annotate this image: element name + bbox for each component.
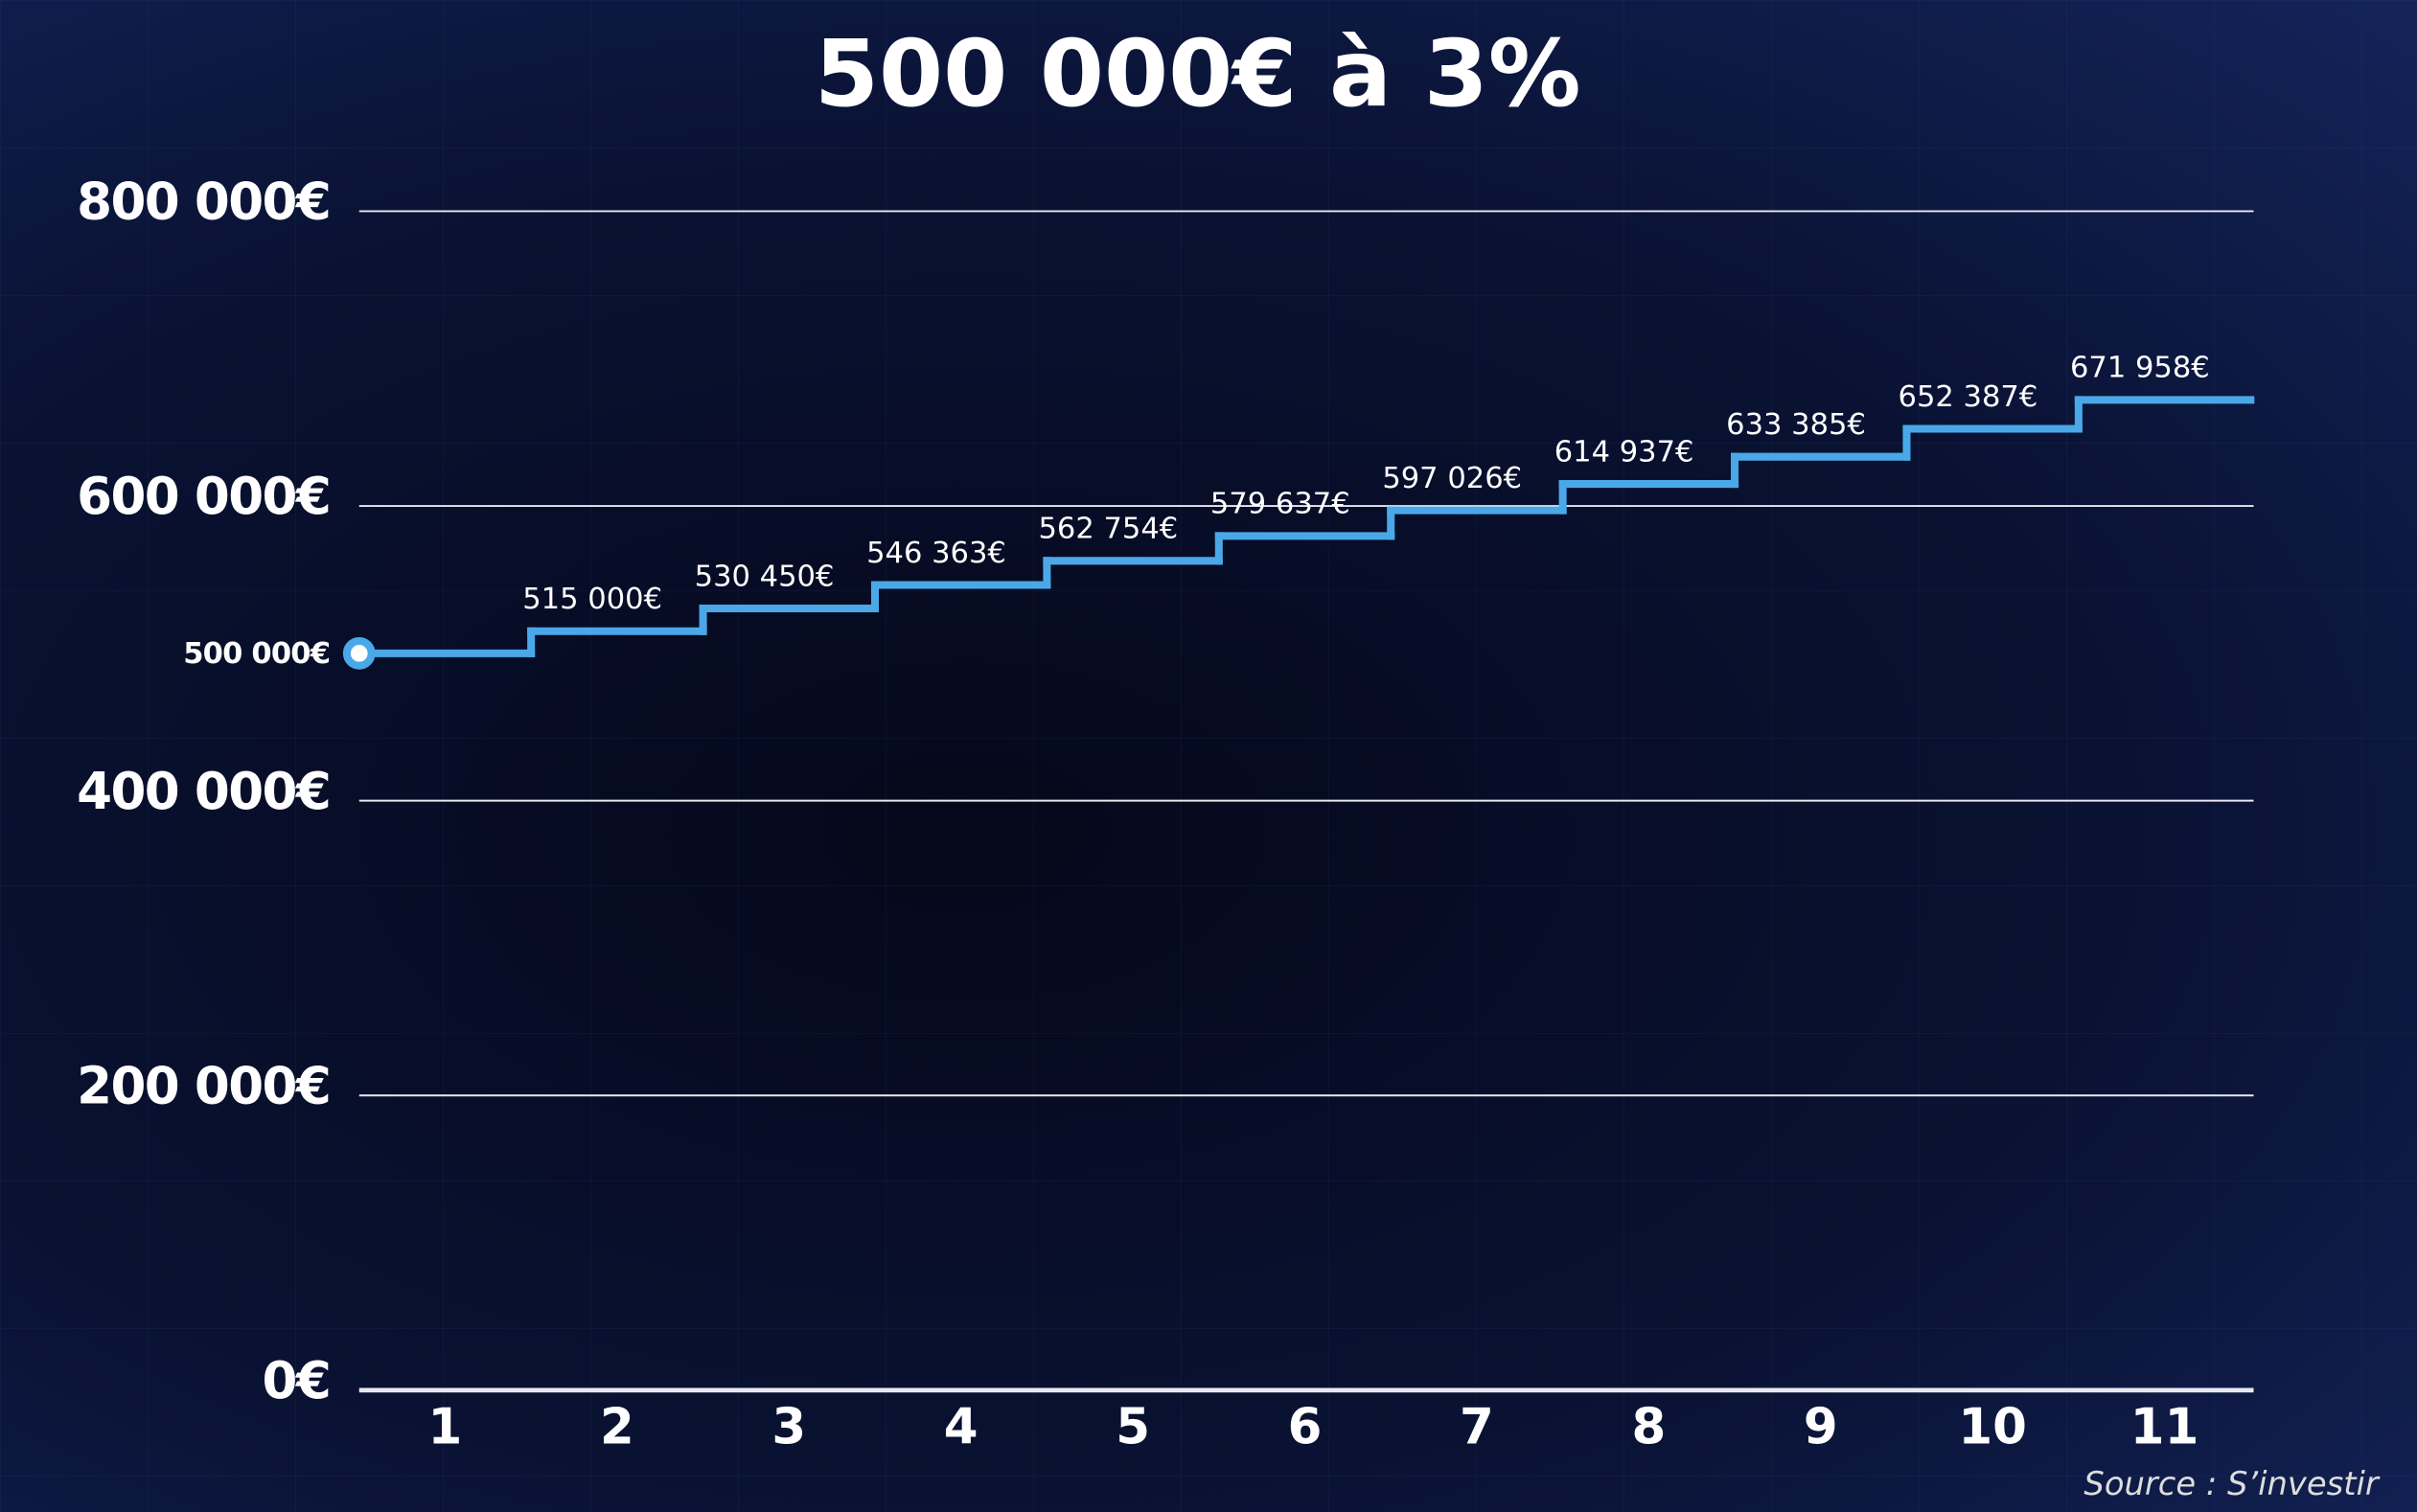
source: Source : S’investir xyxy=(2083,1465,2380,1502)
value-label: 597 026€ xyxy=(1382,462,1522,495)
value-label: 579 637€ xyxy=(1210,488,1350,521)
y-tick-label: 0€ xyxy=(263,1351,331,1410)
start-marker xyxy=(342,636,376,670)
x-tick-label: 1 xyxy=(428,1399,463,1456)
x-tick-label: 8 xyxy=(1631,1399,1666,1456)
x-tick-label: 10 xyxy=(1958,1399,2027,1456)
value-label: 500 000€ xyxy=(183,637,330,671)
value-label: 546 363€ xyxy=(866,537,1006,570)
value-label: 562 754€ xyxy=(1038,513,1178,546)
x-tick-label: 7 xyxy=(1460,1399,1494,1456)
y-tick-label: 600 000€ xyxy=(77,467,330,526)
value-label: 652 387€ xyxy=(1899,380,2038,414)
chart-title: 500 000€ à 3% xyxy=(815,19,1581,127)
x-tick-label: 6 xyxy=(1288,1399,1323,1456)
value-label: 671 958€ xyxy=(2070,352,2210,385)
y-tick-label: 800 000€ xyxy=(77,172,330,232)
x-tick-label: 9 xyxy=(1804,1399,1838,1456)
value-label: 633 385€ xyxy=(1726,408,1866,442)
value-label: 614 937€ xyxy=(1554,435,1694,469)
y-tick-label: 200 000€ xyxy=(77,1056,330,1115)
value-label: 515 000€ xyxy=(522,583,662,616)
x-tick-label: 11 xyxy=(2130,1399,2199,1456)
x-tick-label: 5 xyxy=(1116,1399,1150,1456)
x-tick-label: 3 xyxy=(771,1399,806,1456)
y-tick-label: 400 000€ xyxy=(77,762,330,821)
x-tick-label: 4 xyxy=(944,1399,978,1456)
x-tick-label: 2 xyxy=(600,1399,634,1456)
value-label: 530 450€ xyxy=(695,560,835,593)
